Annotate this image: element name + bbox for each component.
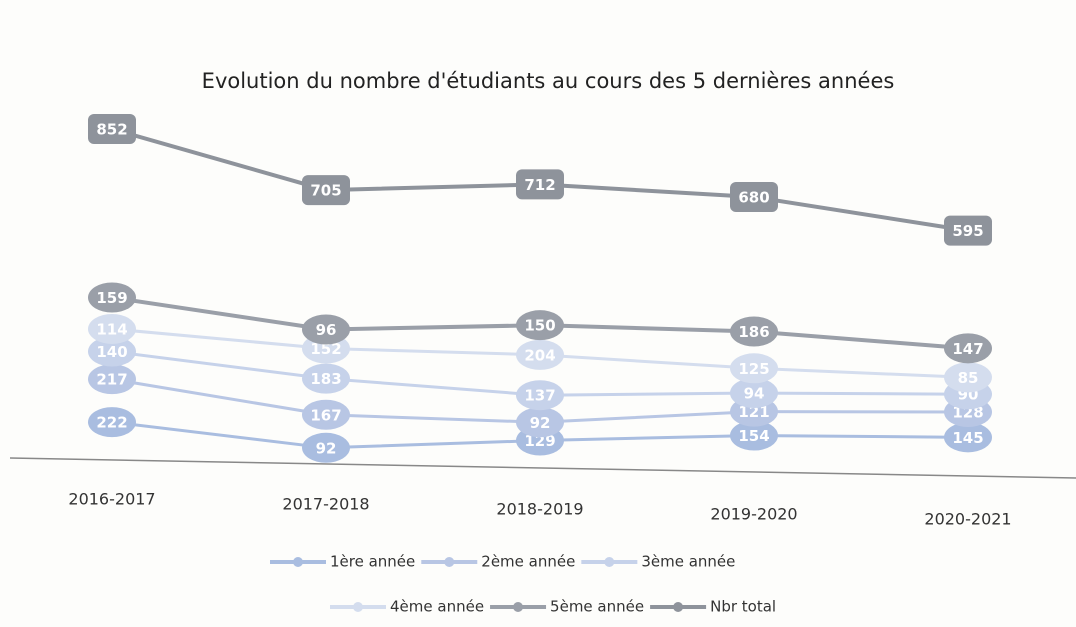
data-label-box	[730, 182, 778, 213]
data-label: 680	[738, 189, 769, 207]
chart-title: Evolution du nombre d'étudiants au cours…	[202, 69, 895, 93]
data-label: 167	[310, 406, 341, 424]
x-axis	[9, 457, 1076, 479]
data-label: 92	[316, 439, 337, 457]
x-tick-label: 2016-2017	[68, 490, 155, 509]
data-label: 96	[316, 321, 337, 339]
data-label: 204	[524, 346, 555, 364]
data-label: 92	[530, 414, 551, 432]
x-tick-label: 2018-2019	[496, 500, 583, 519]
data-label-box	[302, 399, 350, 430]
legend-marker	[513, 602, 524, 612]
legend-marker	[673, 602, 684, 612]
data-label: 712	[524, 176, 555, 194]
data-label-box	[730, 378, 778, 409]
data-label-box	[516, 310, 564, 341]
legend-label: 2ème année	[481, 553, 575, 571]
data-label: 705	[310, 182, 341, 200]
data-label: 217	[96, 371, 127, 389]
data-label: 114	[96, 320, 127, 338]
x-tick-label: 2019-2020	[710, 505, 797, 524]
legend-label: 5ème année	[550, 598, 644, 616]
data-label-box	[516, 407, 564, 438]
data-label-box	[516, 380, 564, 411]
data-label-box	[730, 316, 778, 347]
data-label-box	[88, 336, 136, 367]
data-label: 129	[524, 432, 555, 450]
data-label: 125	[738, 360, 769, 378]
data-label: 121	[738, 403, 769, 421]
data-label-box	[88, 113, 136, 144]
data-label-box	[944, 422, 992, 453]
data-label: 595	[952, 222, 983, 240]
data-label-box	[516, 339, 564, 370]
legend-marker	[293, 557, 303, 567]
data-label: 85	[958, 369, 979, 387]
data-label-box	[730, 420, 778, 451]
data-label: 159	[96, 289, 127, 307]
data-label: 186	[738, 323, 769, 341]
data-label-box	[302, 432, 350, 463]
data-label-box	[944, 362, 992, 393]
data-label-box	[88, 282, 136, 313]
legend-label: Nbr total	[710, 598, 776, 616]
legend-label: 1ère année	[330, 553, 415, 571]
data-label-box	[302, 314, 350, 345]
legend-label: 4ème année	[390, 598, 484, 616]
data-label-box	[516, 169, 564, 200]
legend-marker	[444, 557, 455, 567]
data-label-box	[944, 333, 992, 364]
x-tick-label: 2017-2018	[282, 495, 369, 514]
data-label: 145	[952, 429, 983, 447]
data-label: 152	[310, 340, 341, 358]
data-label: 94	[744, 385, 765, 403]
data-label: 150	[524, 317, 555, 335]
data-label-box	[944, 215, 992, 246]
data-label: 137	[524, 387, 555, 405]
legend-marker	[604, 557, 615, 567]
data-label: 852	[96, 120, 127, 138]
data-label: 222	[96, 414, 127, 432]
legend-marker	[353, 602, 363, 612]
data-label-box	[88, 313, 136, 344]
data-label: 147	[952, 340, 983, 358]
data-label: 183	[310, 370, 341, 388]
x-tick-label: 2020-2021	[924, 510, 1011, 529]
data-label-box	[730, 353, 778, 384]
legend-label: 3ème année	[641, 553, 735, 571]
data-label-box	[88, 407, 136, 438]
data-label: 140	[96, 343, 127, 361]
data-label-box	[302, 363, 350, 394]
data-label-box	[302, 175, 350, 206]
data-label-box	[88, 364, 136, 395]
data-label: 154	[738, 427, 769, 445]
